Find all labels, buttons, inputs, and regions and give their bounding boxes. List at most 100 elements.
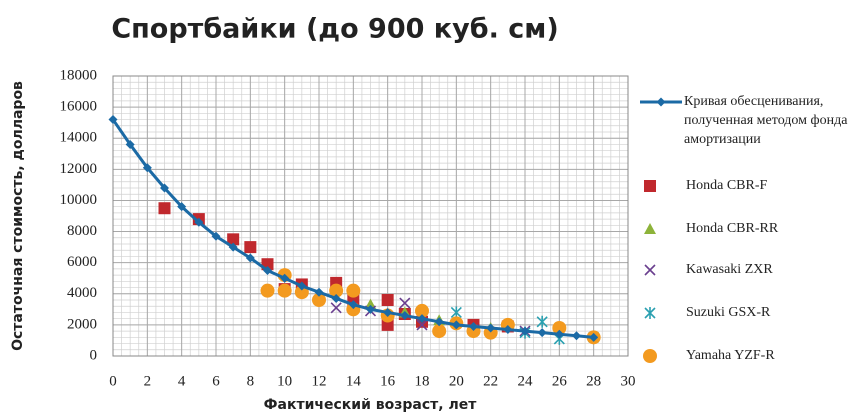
- marker: [211, 231, 221, 241]
- plot-border: [112, 75, 629, 357]
- x-tick-label: 8: [247, 373, 255, 389]
- marker: [260, 283, 275, 298]
- marker: [537, 328, 547, 338]
- marker: [329, 283, 344, 298]
- marker: [400, 311, 410, 321]
- marker: [280, 273, 290, 283]
- legend-entry: Honda CBR-F: [640, 176, 850, 198]
- marker: [160, 183, 169, 193]
- marker: [644, 264, 656, 276]
- legend-entry: Yamaha YZF-R: [640, 346, 850, 368]
- legend-entry: Kawasaki ZXR: [640, 260, 850, 282]
- x-tick-label: 4: [178, 373, 186, 389]
- marker: [277, 283, 292, 298]
- marker: [348, 300, 358, 310]
- marker: [656, 97, 666, 107]
- marker: [227, 233, 240, 246]
- marker: [142, 163, 152, 173]
- y-tick-label: 8000: [67, 223, 97, 239]
- marker: [432, 324, 447, 339]
- marker: [572, 331, 581, 341]
- marker: [417, 314, 427, 324]
- y-tick-label: 16000: [60, 99, 98, 115]
- y-tick-label: 18000: [60, 67, 98, 83]
- x-tick-label: 12: [312, 373, 327, 389]
- legend-label: Yamaha YZF-R: [686, 348, 775, 363]
- marker: [415, 303, 429, 318]
- x-tick-label: 0: [109, 373, 117, 389]
- x-tick-label: 22: [483, 373, 498, 389]
- marker: [554, 329, 564, 339]
- marker: [399, 297, 411, 309]
- legend-icon: [643, 349, 657, 363]
- marker: [297, 281, 307, 291]
- marker: [330, 302, 342, 314]
- x-tick-label: 24: [518, 373, 534, 389]
- y-tick-label: 2000: [67, 316, 97, 332]
- chart-title: Спортбайки (до 900 куб. см): [111, 14, 558, 45]
- y-tick-label: 14000: [60, 130, 98, 146]
- legend-icon: [640, 97, 682, 107]
- x-tick-label: 20: [449, 373, 464, 389]
- legend-label: Кривая обесценивания, полученная методом…: [684, 94, 848, 147]
- marker: [434, 317, 444, 327]
- marker: [366, 304, 375, 314]
- marker: [312, 293, 326, 307]
- y-tick-label: 12000: [60, 161, 98, 177]
- legend-icon: [644, 264, 656, 276]
- marker: [451, 320, 461, 330]
- legend-label: Suzuki GSX-R: [686, 305, 771, 320]
- marker: [644, 180, 656, 192]
- marker: [644, 307, 656, 319]
- marker: [346, 283, 361, 298]
- x-tick-label: 14: [346, 373, 362, 389]
- legend-icon: [644, 180, 656, 192]
- marker: [552, 321, 567, 335]
- y-tick-label: 4000: [67, 285, 97, 301]
- y-axis-label: Остаточная стоимость, долларов: [10, 81, 26, 351]
- marker: [263, 265, 272, 275]
- legend-entry: Кривая обесценивания, полученная методом…: [640, 92, 850, 172]
- x-tick-label: 28: [586, 373, 601, 389]
- marker: [381, 318, 394, 331]
- x-tick-label: 30: [621, 373, 636, 389]
- marker: [520, 326, 530, 336]
- marker: [643, 349, 657, 363]
- marker: [644, 223, 656, 234]
- marker: [177, 202, 187, 212]
- x-tick-label: 2: [144, 373, 152, 389]
- marker: [503, 325, 513, 335]
- x-tick-label: 10: [277, 373, 292, 389]
- x-tick-label: 26: [552, 373, 568, 389]
- legend-entry: Suzuki GSX-R: [640, 303, 850, 325]
- marker: [244, 241, 257, 254]
- marker: [416, 319, 428, 331]
- legend-label: Kawasaki ZXR: [686, 262, 773, 277]
- legend-label: Honda CBR-F: [686, 178, 768, 193]
- marker: [108, 115, 118, 125]
- y-tick-label: 10000: [60, 192, 98, 208]
- marker: [228, 242, 238, 252]
- y-tick-label: 0: [90, 347, 98, 363]
- x-axis-label: Фактический возраст, лет: [264, 397, 478, 413]
- marker: [314, 287, 324, 297]
- marker: [245, 253, 255, 263]
- marker: [589, 332, 599, 342]
- marker: [158, 202, 171, 215]
- x-tick-label: 16: [380, 373, 396, 389]
- legend-entry: Honda CBR-RR: [640, 219, 850, 241]
- x-tick-label: 18: [415, 373, 430, 389]
- marker: [125, 139, 135, 149]
- marker: [469, 321, 478, 331]
- y-tick-label: 6000: [67, 254, 97, 270]
- legend-icon: [644, 223, 656, 234]
- marker: [194, 217, 204, 227]
- marker: [383, 307, 393, 317]
- marker: [381, 294, 394, 306]
- marker: [536, 315, 548, 328]
- marker: [331, 293, 341, 303]
- legend-icon: [644, 307, 656, 319]
- marker: [486, 323, 496, 333]
